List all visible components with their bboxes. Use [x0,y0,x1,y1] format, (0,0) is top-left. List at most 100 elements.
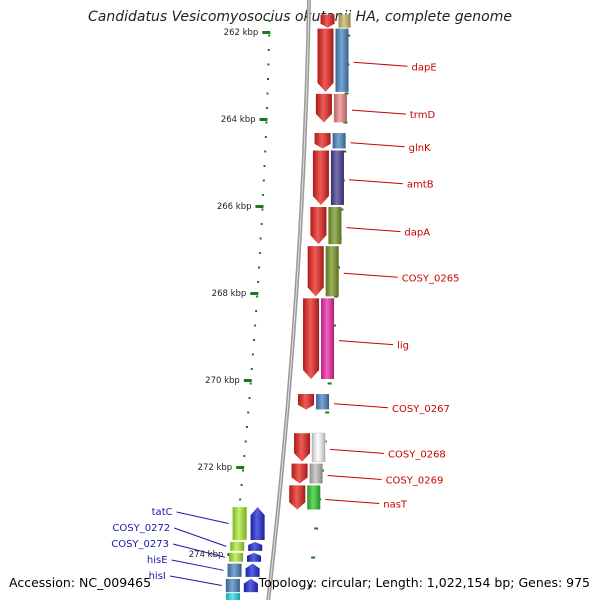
gene-block-COSY_0265-shade [325,246,339,297]
gene-block-COSY_0268-shade [312,433,326,462]
gene-block-hisE-shade [227,563,242,577]
gene-arrow-COSY_0268-shade [294,433,311,462]
gene-label-COSY_0273: COSY_0273 [111,539,169,550]
gene-label-tatC: tatC [152,507,173,518]
scale-dot [246,426,248,428]
gene-label-lig: lig [397,341,409,352]
scale-dot [242,469,244,472]
strand-tick [332,324,337,327]
gene-label-COSY_0265: COSY_0265 [402,273,460,284]
genome-backbone [266,0,311,600]
gene-leader-dapA [346,227,401,233]
scale-dot [244,440,247,443]
scale-dot [258,252,261,254]
gene-leader-glnK [350,142,405,148]
gene-leader-lig [339,340,394,346]
scale-dot [260,223,263,225]
tick-label: 272 kbp [198,463,233,473]
scale-dot [248,397,251,399]
gene-arrow-COSY_0269-shade [291,463,308,484]
tick-label: 268 kbp [212,289,247,299]
gene-arrow-trmD-shade [315,93,332,123]
scale-dot [255,310,258,312]
gene-label-amtB: amtB [407,180,434,191]
major-tick [243,379,252,382]
gene-leader-nasT [325,498,380,504]
gene-block-tatC-shade [232,507,247,540]
gene-label-COSY_0268: COSY_0268 [388,449,446,460]
scale-ticks: 262 kbp 264 kbp 266 kbp 268 kbp 270 kbp 272 k… [189,20,351,588]
gene-label-COSY_0267: COSY_0267 [392,404,450,415]
extra-arrow-shade [320,14,335,28]
gene-features [225,14,351,600]
gene-leader-COSY_0273 [172,543,226,558]
gene-arrow-tatC-shade [250,507,265,540]
gene-leader-COSY_0267 [334,403,389,409]
major-tick [259,118,268,121]
scale-dot [253,339,255,341]
scale-dot [261,208,264,211]
scale-dot [259,237,262,240]
gene-arrow-COSY_0273-shade [247,552,262,562]
scale-dot [267,78,269,80]
tick-label: 264 kbp [221,115,256,125]
extra-block-shade [225,593,240,600]
gene-leader-hisI [169,575,222,587]
gene-leader-COSY_0272 [174,527,227,547]
gene-arrow-COSY_0267-shade [298,394,315,410]
backbone-arc [266,0,311,600]
gene-arrow-nasT-shade [289,485,306,510]
gene-block-amtB-shade [330,150,344,205]
gene-leader-tatC [176,511,229,525]
scale-dot [265,107,268,109]
gene-block-COSY_0267-shade [316,394,330,410]
tick-label: 274 kbp [189,550,224,560]
accession-text: Accession: NC_009465 [9,575,152,590]
strand-tick [327,382,332,385]
gene-leader-dapE [353,61,408,67]
scale-dot [247,411,250,414]
gene-label-glnK: glnK [409,143,431,154]
scale-dot [266,92,269,95]
scale-dot [258,266,260,269]
gene-leader-COSY_0268 [329,448,385,454]
gene-arrow-lig-shade [303,298,320,379]
strand-tick [334,295,339,298]
major-tick [262,31,271,34]
scale-dot [264,136,267,138]
tick-label: 266 kbp [217,202,252,212]
scale-dot [268,34,271,37]
gene-leader-amtB [348,179,403,185]
gene-arrow-COSY_0265-shade [307,246,324,297]
scale-dot [239,498,242,501]
topology-summary: Topology: circular; Length: 1,022,154 bp… [258,575,590,590]
scale-dot [267,49,270,51]
scale-dot [251,353,254,356]
scale-dot [243,455,246,457]
gene-label-nasT: nasT [383,499,408,510]
gene-leader-hisE [171,559,224,571]
gene-leader-COSY_0269 [327,475,382,481]
gene-label-COSY_0269: COSY_0269 [386,476,444,487]
gene-leader-trmD [351,109,406,115]
gene-label-dapE: dapE [412,62,437,73]
scale-dot [249,382,252,385]
gene-block-dapE-shade [335,28,349,92]
gene-label-hisI: hisI [149,571,166,582]
gene-label-COSY_0272: COSY_0272 [112,523,170,534]
strand-tick [311,556,316,559]
gene-label-dapA: dapA [404,228,430,239]
gene-arrow-hisE-shade [245,563,260,577]
scale-dot [257,281,260,283]
strand-tick [307,585,312,588]
major-tick [250,292,259,295]
gene-block-nasT-shade [307,485,321,510]
scale-dot [264,150,267,153]
scale-dot [265,121,268,124]
scale-dot [254,324,257,327]
gene-block-glnK-shade [332,133,346,149]
scale-dot [250,368,253,370]
scale-dot [256,295,259,298]
